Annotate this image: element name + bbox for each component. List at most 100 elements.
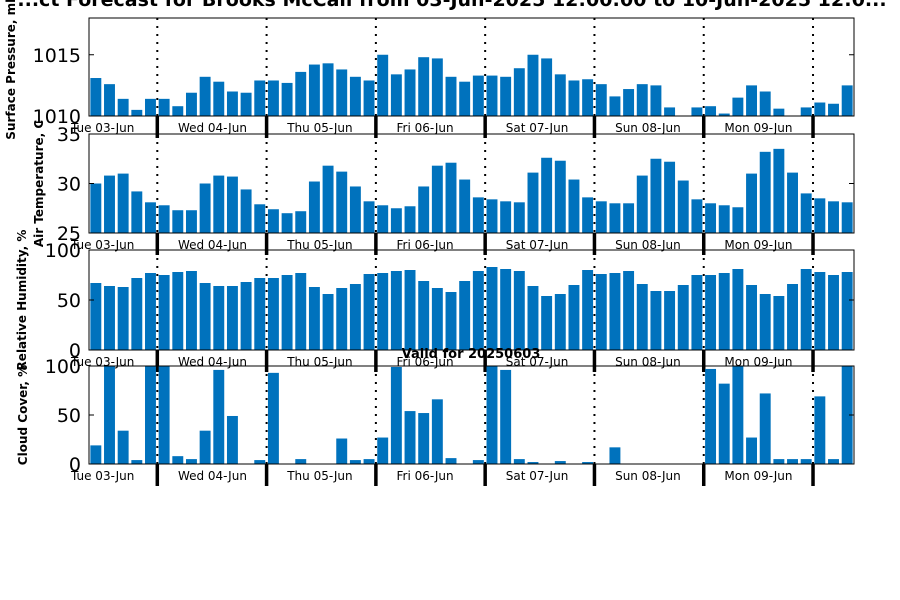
bar-humidity-19 [349, 284, 361, 350]
bar-temperature-43 [677, 180, 689, 233]
bar-pressure-24 [418, 57, 430, 116]
bar-cloud-29 [486, 366, 498, 464]
xtick-label-cloud-5: Sun 08-Jun [615, 469, 681, 483]
bar-pressure-36 [582, 79, 594, 116]
bar-temperature-31 [513, 202, 525, 233]
bar-cloud-8 [199, 430, 211, 464]
bar-humidity-33 [541, 296, 553, 350]
bar-cloud-25 [431, 399, 443, 464]
bar-cloud-51 [787, 459, 798, 464]
xtick-label-pressure-0: Tue 03-Jun [70, 121, 134, 135]
bar-pressure-11 [240, 92, 252, 116]
bar-humidity-21 [377, 273, 389, 350]
bar-humidity-15 [295, 273, 307, 350]
bar-cloud-54 [828, 459, 839, 464]
bar-cloud-48 [746, 437, 758, 464]
bar-humidity-17 [322, 294, 334, 350]
xtick-label-pressure-6: Mon 09-Jun [724, 121, 792, 135]
bar-pressure-34 [554, 74, 566, 116]
bar-humidity-44 [691, 275, 703, 350]
bar-humidity-14 [281, 275, 293, 350]
bar-temperature-53 [814, 198, 826, 233]
bar-cloud-18 [336, 438, 348, 464]
bar-pressure-27 [459, 81, 471, 116]
bar-cloud-9 [213, 369, 225, 464]
bar-pressure-8 [199, 76, 211, 116]
bar-pressure-12 [254, 80, 266, 116]
bar-temperature-47 [732, 207, 744, 233]
bar-temperature-50 [773, 148, 785, 233]
bar-pressure-47 [732, 97, 744, 117]
bar-temperature-30 [500, 201, 512, 233]
bar-cloud-50 [773, 459, 785, 464]
bar-temperature-38 [609, 203, 621, 233]
bar-pressure-13 [267, 80, 279, 116]
bar-cloud-52 [800, 459, 812, 464]
xtick-label-cloud-6: Mon 09-Jun [724, 469, 792, 483]
bar-pressure-19 [349, 76, 361, 116]
bar-pressure-2 [117, 98, 129, 116]
bar-humidity-41 [650, 291, 662, 350]
bar-cloud-53 [814, 396, 826, 464]
bar-pressure-28 [472, 75, 484, 116]
bar-pressure-44 [691, 107, 703, 116]
bar-humidity-3 [131, 278, 143, 350]
bar-humidity-2 [117, 287, 129, 350]
bar-cloud-38 [609, 447, 621, 464]
bar-humidity-25 [431, 288, 443, 350]
bar-pressure-21 [377, 54, 389, 116]
bar-temperature-2 [117, 173, 129, 233]
bar-temperature-35 [568, 179, 580, 233]
ytick-label-humidity-0: 0 [69, 340, 81, 362]
bar-cloud-0 [90, 445, 102, 464]
bar-temperature-15 [295, 211, 307, 233]
bar-temperature-39 [623, 203, 635, 233]
bar-cloud-12 [254, 460, 266, 464]
bar-pressure-5 [158, 98, 170, 116]
bar-humidity-46 [718, 273, 730, 350]
bar-pressure-31 [513, 68, 525, 116]
bar-pressure-1 [104, 84, 115, 116]
bar-temperature-22 [390, 208, 402, 233]
bar-temperature-37 [595, 201, 607, 233]
bar-pressure-6 [172, 106, 184, 116]
bar-cloud-1 [104, 366, 115, 464]
bar-pressure-0 [90, 78, 102, 116]
bar-cloud-47 [732, 366, 744, 464]
bar-pressure-54 [828, 103, 839, 116]
bar-humidity-23 [404, 270, 416, 350]
bar-temperature-10 [226, 176, 238, 233]
bar-pressure-42 [664, 107, 676, 116]
bar-humidity-8 [199, 283, 211, 350]
bar-pressure-18 [336, 69, 348, 116]
panel-pressure: 1010 1015 Tue 03-Jun Wed 04-Jun Thu 05-Jun Fr… [4, 0, 855, 140]
xtick-label-pressure-2: Thu 05-Jun [286, 121, 352, 135]
bar-temperature-46 [718, 205, 730, 233]
ylabel-cloud: Cloud Cover, % [16, 365, 30, 465]
bar-humidity-32 [527, 286, 539, 350]
bar-humidity-28 [472, 271, 484, 350]
bar-humidity-26 [445, 292, 457, 350]
bar-pressure-22 [390, 74, 402, 116]
ylabel-humidity: Relative Humidity, % [15, 230, 29, 371]
bar-humidity-50 [773, 296, 785, 350]
bar-humidity-27 [459, 281, 471, 350]
bar-humidity-40 [636, 284, 648, 350]
bar-temperature-48 [746, 173, 758, 233]
bar-humidity-6 [172, 272, 184, 350]
bar-cloud-3 [131, 460, 143, 464]
bar-humidity-7 [185, 271, 197, 350]
ytick-label-pressure-0: 1010 [33, 106, 81, 128]
bar-pressure-50 [773, 108, 785, 116]
bar-humidity-18 [336, 288, 348, 350]
bar-cloud-23 [404, 411, 416, 464]
bar-temperature-41 [650, 158, 662, 233]
bar-pressure-33 [541, 58, 553, 116]
bar-cloud-31 [513, 459, 525, 464]
bar-temperature-40 [636, 175, 648, 233]
ylabel-pressure: Surface Pressure, mb [4, 0, 18, 140]
bar-cloud-22 [390, 366, 402, 464]
bar-humidity-4 [145, 273, 156, 350]
bar-temperature-26 [445, 162, 457, 233]
